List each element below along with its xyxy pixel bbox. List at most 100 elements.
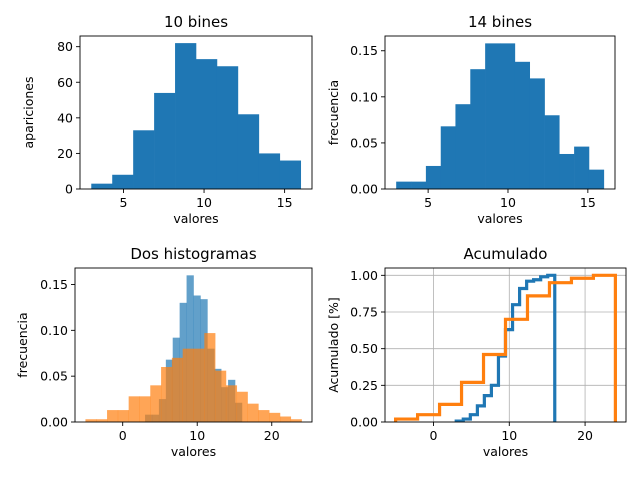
y-tick-label: 80: [57, 39, 73, 54]
histogram-bar-series-2: [236, 391, 248, 422]
chart-title: 10 bines: [164, 13, 228, 31]
y-axis-label: Acumulado [%]: [326, 297, 341, 393]
histogram-bar: [396, 181, 412, 189]
chart-title: Dos histogramas: [130, 245, 257, 263]
histogram-bar: [112, 174, 134, 189]
histogram-bar-series-2: [215, 370, 227, 422]
chart-panel-3: 0 10 20 0.00 0.05 0.10 0.15 Dos histogramas valo…: [15, 245, 313, 459]
histogram-bar: [133, 130, 155, 189]
histogram-bar: [175, 43, 197, 189]
histogram-bar: [529, 78, 545, 189]
y-tick-label: 0.10: [350, 89, 378, 104]
x-axis-label: valores: [171, 444, 216, 459]
y-axis-label: frecuencia: [15, 312, 30, 377]
histogram-bar-series-2: [85, 419, 97, 422]
x-axis-label: valores: [477, 211, 522, 226]
histogram-bar: [237, 114, 260, 189]
histogram-bar: [425, 165, 442, 189]
histogram-bar-series-2: [247, 403, 259, 422]
x-tick-label: 15: [580, 195, 596, 210]
y-tick-label: 0.15: [350, 43, 378, 58]
y-tick-label: 0.05: [350, 135, 378, 150]
chart-title: Acumulado: [464, 245, 548, 263]
y-tick-label: 0.00: [350, 415, 378, 430]
histogram-bar: [216, 66, 239, 189]
histogram-bar-series-2: [171, 357, 183, 422]
cumulative-step-line-series-2: [394, 273, 617, 422]
x-tick-label: 10: [196, 195, 212, 210]
histogram-bar-series-2: [107, 410, 119, 422]
histogram-bar: [470, 69, 486, 189]
axes-frame: [74, 267, 313, 423]
histogram-bar-series-2: [117, 410, 129, 422]
x-tick-label: 20: [264, 428, 280, 443]
histogram-bar: [485, 43, 501, 189]
y-tick-label: 0.25: [350, 378, 378, 393]
histogram-bar-series-2: [193, 348, 205, 422]
x-tick-label: 10: [189, 428, 205, 443]
chart-panel-2: 5 10 15 0.00 0.05 0.10 0.15 14 bines valores frec…: [326, 13, 616, 226]
x-tick-label: 10: [501, 428, 517, 443]
x-tick-label: 20: [577, 428, 593, 443]
chart-panel-4: 0 10 20 0.00 0.25 0.50 0.75 1.00 Acumulado valore…: [326, 245, 627, 459]
y-tick-label: 0.00: [350, 182, 378, 197]
x-tick-label: 5: [120, 195, 128, 210]
plot-area: [394, 273, 617, 422]
histogram-bar-series-2: [128, 396, 140, 422]
histogram-bar: [544, 115, 560, 189]
histogram-bar: [559, 153, 575, 189]
histogram-bar-series-2: [96, 419, 108, 422]
histogram-bar: [455, 104, 471, 189]
x-axis-label: valores: [483, 444, 528, 459]
y-axis-label: frecuencia: [326, 80, 341, 145]
histogram-bar-series-2: [161, 367, 173, 422]
y-tick-label: 20: [57, 146, 73, 161]
histogram-bar-series-2: [204, 333, 216, 422]
y-tick-label: 0: [65, 182, 73, 197]
chart-panel-1: 5 10 15 0 20 40 60 80 10 bines valores apariciones: [21, 13, 313, 226]
axes-frame: [79, 35, 313, 190]
histogram-bar-series-2: [225, 385, 238, 422]
chart-title: 14 bines: [468, 13, 532, 31]
histogram-bar: [279, 160, 302, 189]
y-tick-label: 40: [57, 110, 73, 125]
histogram-bar: [196, 59, 218, 189]
histogram-bar: [411, 181, 427, 189]
y-tick-label: 0.15: [40, 277, 68, 292]
histogram-bar-series-2: [269, 412, 281, 422]
y-tick-label: 0.75: [350, 305, 378, 320]
histogram-bar: [588, 169, 605, 189]
plot-area: [85, 275, 302, 422]
histogram-bar-series-2: [290, 419, 302, 422]
x-tick-label: 10: [500, 195, 516, 210]
histogram-bar-series-2: [258, 410, 270, 422]
histogram-bar-series-2: [279, 416, 292, 422]
x-axis-label: valores: [173, 211, 218, 226]
plot-area: [91, 43, 302, 189]
histogram-bar-series-2: [182, 348, 194, 422]
histogram-bar: [514, 61, 531, 189]
histogram-bar: [154, 92, 176, 189]
y-tick-label: 0.10: [40, 323, 68, 338]
histogram-bar-series-2: [150, 385, 162, 422]
x-tick-label: 5: [424, 195, 432, 210]
x-tick-label: 0: [430, 428, 438, 443]
histogram-bar: [574, 146, 590, 189]
y-tick-label: 0.05: [40, 369, 68, 384]
y-tick-label: 60: [57, 75, 73, 90]
x-tick-label: 15: [277, 195, 293, 210]
y-axis-label: apariciones: [21, 77, 36, 149]
axes-frame: [384, 267, 627, 423]
y-tick-label: 0.00: [40, 415, 68, 430]
y-tick-label: 1.00: [350, 268, 378, 283]
histogram-bar: [440, 126, 456, 189]
histogram-bar-series-2: [139, 396, 151, 422]
y-tick-label: 0.50: [350, 341, 378, 356]
axes-frame: [384, 35, 616, 190]
plot-area: [396, 43, 605, 189]
histogram-bar: [500, 43, 516, 189]
x-tick-label: 0: [119, 428, 127, 443]
histogram-bar: [91, 183, 113, 189]
